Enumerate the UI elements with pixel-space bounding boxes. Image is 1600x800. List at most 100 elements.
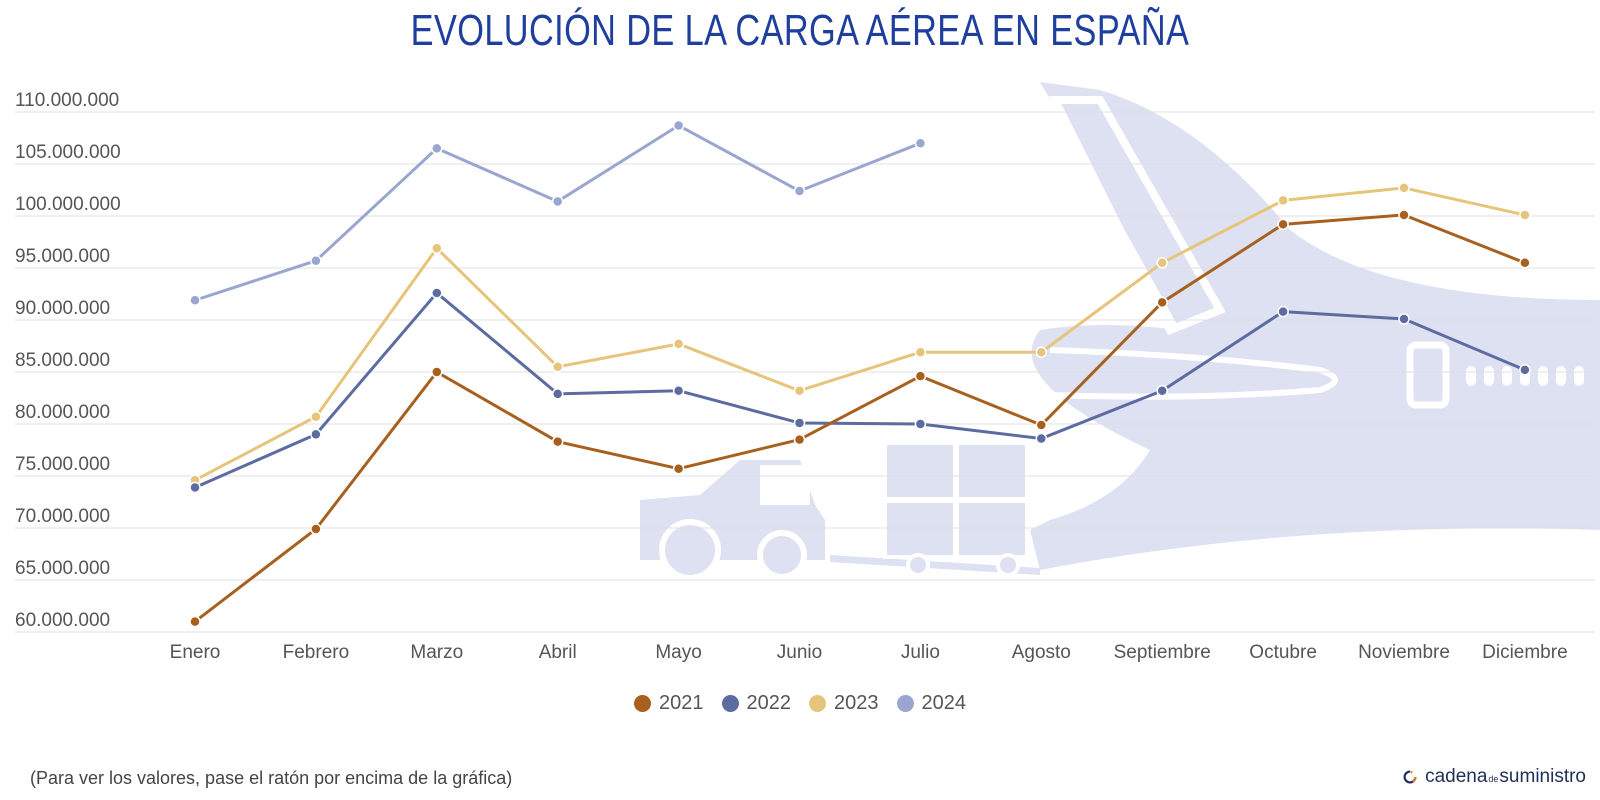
brand-name: cadenadesuministro <box>1425 766 1586 787</box>
data-point[interactable] <box>793 185 806 197</box>
legend-label: 2023 <box>834 692 879 714</box>
data-point[interactable] <box>431 366 443 378</box>
legend: 2021 2022 2023 2024 <box>0 692 1600 715</box>
legend-item-2021[interactable]: 2021 <box>634 692 704 715</box>
data-point[interactable] <box>189 294 201 306</box>
y-tick-label: 70.000.000 <box>15 506 110 527</box>
data-point[interactable] <box>1277 305 1289 318</box>
x-tick-label: Enero <box>170 642 221 663</box>
x-tick-label: Septiembre <box>1114 642 1211 663</box>
y-tick-label: 85.000.000 <box>15 350 110 371</box>
airplane-cargo-watermark <box>640 82 1600 581</box>
y-tick-label: 60.000.000 <box>15 610 110 631</box>
data-point[interactable] <box>1398 209 1410 221</box>
legend-swatch <box>896 695 914 712</box>
data-point[interactable] <box>914 137 927 149</box>
data-point[interactable] <box>1398 313 1410 325</box>
data-point[interactable] <box>793 384 806 397</box>
data-point[interactable] <box>672 119 685 132</box>
series-line-2023 <box>194 186 1526 482</box>
y-tick-label: 110.000.000 <box>15 90 119 111</box>
data-point[interactable] <box>310 254 322 267</box>
series-2023 <box>189 182 1531 486</box>
data-point[interactable] <box>431 287 443 299</box>
data-point[interactable] <box>551 195 564 208</box>
chart-title: EVOLUCIÓN DE LA CARGA AÉREA EN ESPAÑA <box>410 6 1190 55</box>
y-tick-label: 65.000.000 <box>15 558 110 579</box>
data-point[interactable] <box>1398 182 1410 194</box>
data-point[interactable] <box>914 346 927 358</box>
series-line-2022 <box>194 291 1526 489</box>
series-2024 <box>189 119 927 306</box>
data-point[interactable] <box>1156 296 1168 309</box>
series-line-2024 <box>194 124 921 302</box>
data-point[interactable] <box>672 338 685 350</box>
airplane-tail-shape <box>1030 82 1600 570</box>
data-point[interactable] <box>1156 384 1168 397</box>
legend-item-2024[interactable]: 2024 <box>896 692 967 715</box>
x-tick-label: Junio <box>777 642 822 663</box>
data-point[interactable] <box>310 523 322 535</box>
brand-refresh-icon <box>1403 770 1417 784</box>
data-point[interactable] <box>914 370 927 382</box>
legend-swatch <box>809 695 826 712</box>
y-tick-label: 95.000.000 <box>15 246 110 267</box>
y-tick-label: 75.000.000 <box>15 454 110 475</box>
data-point[interactable] <box>672 462 685 475</box>
data-point[interactable] <box>1156 257 1168 269</box>
data-point[interactable] <box>551 388 564 400</box>
legend-label: 2024 <box>921 692 967 714</box>
legend-label: 2022 <box>746 692 792 714</box>
data-point[interactable] <box>672 384 685 397</box>
data-point[interactable] <box>1035 346 1048 358</box>
data-point[interactable] <box>793 417 806 429</box>
data-point[interactable] <box>310 428 322 441</box>
data-point[interactable] <box>914 418 927 430</box>
data-point[interactable] <box>1519 257 1531 269</box>
y-tick-label: 100.000.000 <box>15 194 121 215</box>
x-tick-label: Octubre <box>1249 642 1317 663</box>
x-tick-label: Noviembre <box>1358 642 1450 663</box>
cargo-boxes-icon <box>883 441 1029 577</box>
y-axis-ticks: 60.000.000 65.000.000 70.000.000 75.000.000… <box>15 90 121 631</box>
legend-item-2023[interactable]: 2023 <box>809 692 879 715</box>
y-tick-label: 80.000.000 <box>15 402 110 423</box>
data-point[interactable] <box>1035 419 1048 431</box>
airplane-door <box>1406 341 1450 409</box>
brand-logo: cadenadesuministro <box>1401 766 1586 788</box>
series-lines <box>189 119 1531 628</box>
data-point[interactable] <box>189 615 201 628</box>
data-point[interactable] <box>1277 218 1289 231</box>
series-2021 <box>189 209 1531 628</box>
airplane-wing-outline <box>1049 347 1338 400</box>
series-line-2021 <box>194 213 1526 623</box>
data-point[interactable] <box>793 433 806 446</box>
x-tick-label: Marzo <box>410 642 463 663</box>
legend-label: 2021 <box>659 692 704 714</box>
data-point[interactable] <box>551 361 564 373</box>
truck-icon <box>640 460 1040 581</box>
data-point[interactable] <box>1519 364 1531 376</box>
y-tick-label: 105.000.000 <box>15 142 121 163</box>
series-2022 <box>189 287 1531 494</box>
y-tick-label: 90.000.000 <box>15 298 110 319</box>
grid-lines <box>15 111 1595 633</box>
data-point[interactable] <box>1277 194 1289 207</box>
x-tick-label: Abril <box>539 642 577 663</box>
data-point[interactable] <box>431 142 443 155</box>
airplane-windows <box>1466 366 1584 386</box>
data-point[interactable] <box>1035 432 1048 445</box>
x-tick-label: Mayo <box>655 642 701 663</box>
data-point[interactable] <box>310 410 322 423</box>
airplane-tail-outline <box>1048 96 1226 336</box>
data-point[interactable] <box>431 242 443 254</box>
x-tick-label: Julio <box>901 642 940 663</box>
data-point[interactable] <box>189 481 201 494</box>
legend-item-2022[interactable]: 2022 <box>721 692 792 715</box>
data-point[interactable] <box>1519 209 1531 221</box>
footnote: (Para ver los valores, pase el ratón por… <box>30 768 513 788</box>
legend-swatch <box>721 695 739 712</box>
legend-swatch <box>634 695 651 712</box>
data-point[interactable] <box>551 435 564 448</box>
